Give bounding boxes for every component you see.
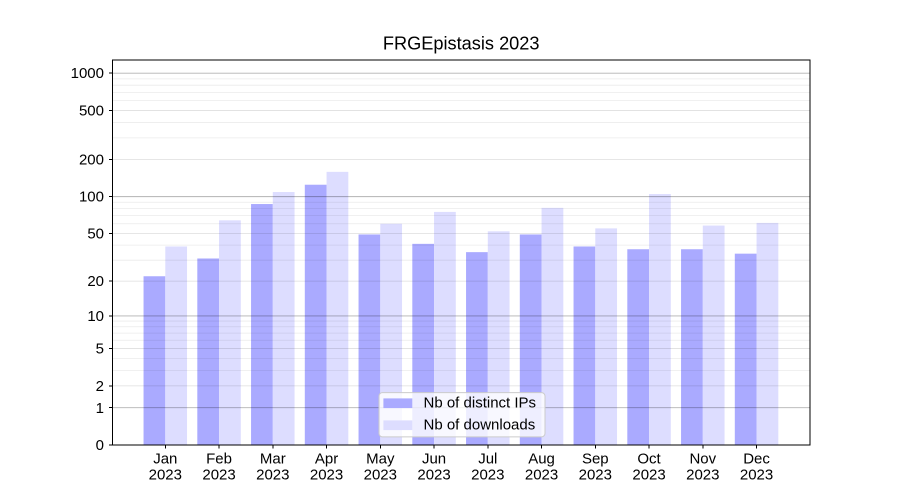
svg-text:FRGEpistasis 2023: FRGEpistasis 2023 xyxy=(383,34,540,54)
svg-text:10: 10 xyxy=(87,308,104,325)
svg-text:Mar: Mar xyxy=(260,450,286,467)
svg-text:Nb of downloads: Nb of downloads xyxy=(424,417,536,434)
svg-text:2023: 2023 xyxy=(471,466,504,483)
svg-text:Aug: Aug xyxy=(528,450,555,467)
svg-text:1000: 1000 xyxy=(71,65,104,82)
svg-text:Nov: Nov xyxy=(689,450,716,467)
svg-text:Nb of distinct IPs: Nb of distinct IPs xyxy=(424,395,537,412)
svg-text:2023: 2023 xyxy=(149,466,182,483)
svg-text:Jun: Jun xyxy=(422,450,446,467)
svg-text:500: 500 xyxy=(79,102,104,119)
svg-text:Feb: Feb xyxy=(206,450,232,467)
svg-text:2023: 2023 xyxy=(256,466,289,483)
svg-text:Apr: Apr xyxy=(315,450,338,467)
svg-text:May: May xyxy=(366,450,395,467)
svg-text:2023: 2023 xyxy=(686,466,719,483)
svg-text:Oct: Oct xyxy=(637,450,661,467)
svg-text:2023: 2023 xyxy=(364,466,397,483)
svg-text:2023: 2023 xyxy=(417,466,450,483)
svg-text:Jan: Jan xyxy=(153,450,177,467)
svg-text:2023: 2023 xyxy=(579,466,612,483)
svg-text:2023: 2023 xyxy=(310,466,343,483)
svg-text:2: 2 xyxy=(96,378,104,395)
svg-text:1: 1 xyxy=(96,400,104,417)
svg-text:2023: 2023 xyxy=(740,466,773,483)
svg-text:20: 20 xyxy=(87,273,104,290)
svg-text:2023: 2023 xyxy=(525,466,558,483)
svg-text:2023: 2023 xyxy=(632,466,665,483)
svg-text:0: 0 xyxy=(96,437,104,454)
svg-text:Sep: Sep xyxy=(582,450,609,467)
svg-text:50: 50 xyxy=(87,225,104,242)
svg-text:5: 5 xyxy=(96,341,104,358)
svg-text:100: 100 xyxy=(79,189,104,206)
svg-text:Dec: Dec xyxy=(743,450,770,467)
svg-text:Jul: Jul xyxy=(478,450,497,467)
svg-text:200: 200 xyxy=(79,152,104,169)
svg-text:2023: 2023 xyxy=(202,466,235,483)
